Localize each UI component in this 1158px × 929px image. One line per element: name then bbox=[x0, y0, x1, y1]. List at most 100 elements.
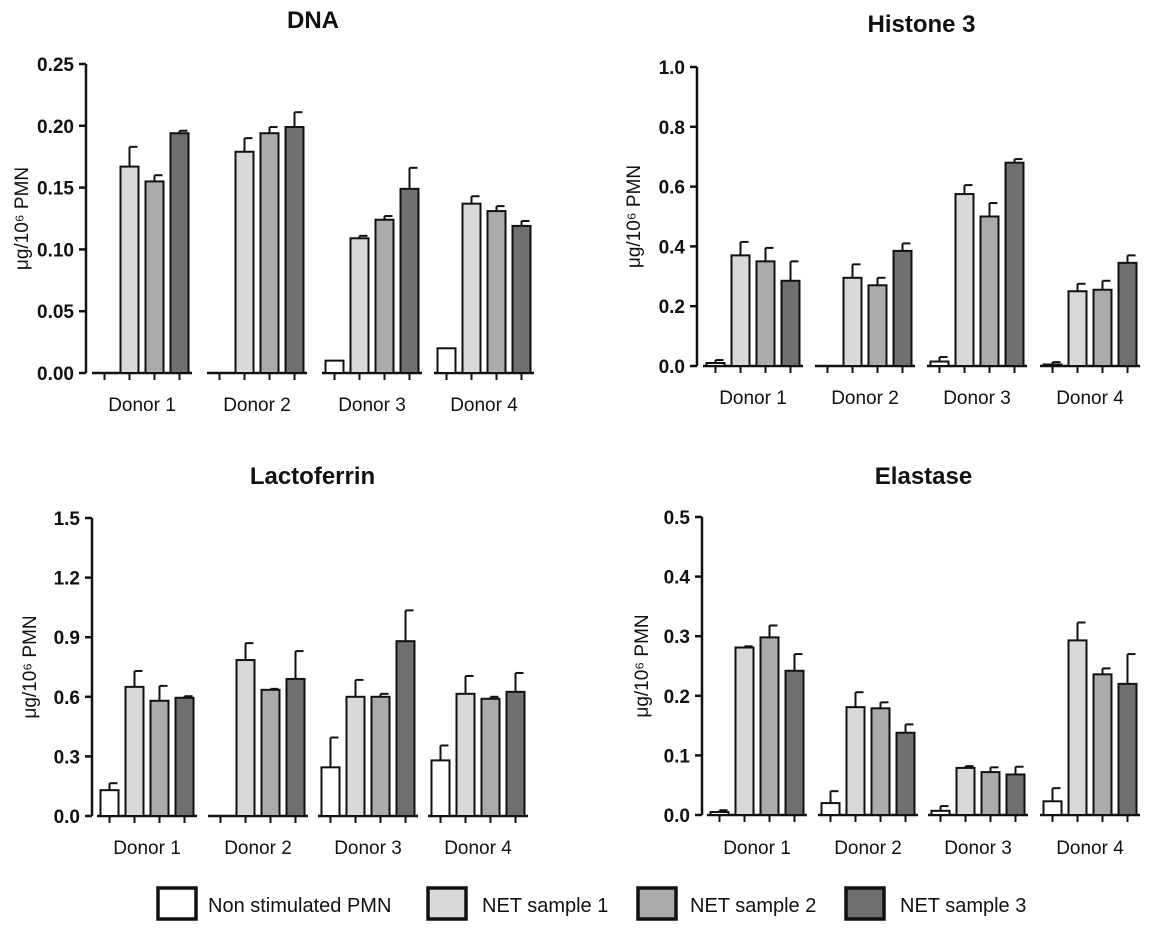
bar-non-stimulated-pmn bbox=[324, 359, 345, 375]
bar-net-sample-1 bbox=[1067, 290, 1088, 367]
y-tick-label: 0.5 bbox=[664, 508, 691, 529]
bar-non-stimulated-pmn bbox=[929, 360, 950, 368]
legend-swatch bbox=[426, 886, 468, 921]
group-donor-4: Donor 4 bbox=[1040, 621, 1140, 859]
bar-net-sample-1 bbox=[954, 193, 975, 367]
legend-label: NET sample 3 bbox=[900, 895, 1026, 917]
bar-net-sample-2 bbox=[867, 284, 888, 367]
y-axis-label: μg/10⁶ PMN bbox=[20, 615, 41, 718]
bar-net-sample-3 bbox=[395, 640, 416, 817]
bar-net-sample-2 bbox=[759, 636, 780, 817]
bar-non-stimulated-pmn bbox=[820, 802, 841, 817]
group-donor-3: Donor 3 bbox=[322, 166, 422, 416]
y-tick-label: 0.6 bbox=[54, 688, 80, 709]
x-category-label: Donor 1 bbox=[113, 838, 181, 859]
group-donor-1: Donor 1 bbox=[92, 129, 192, 416]
bar-net-sample-1 bbox=[842, 276, 863, 368]
legend-label: NET sample 2 bbox=[690, 895, 816, 917]
bar-net-sample-3 bbox=[1005, 773, 1026, 816]
y-axis-label: μg/10⁶ PMN bbox=[624, 165, 645, 268]
bar-non-stimulated-pmn bbox=[930, 809, 951, 817]
legend-swatch bbox=[636, 886, 678, 921]
bar-net-sample-3 bbox=[892, 249, 913, 367]
bar-net-sample-1 bbox=[461, 202, 482, 374]
bar-net-sample-1 bbox=[730, 254, 751, 367]
y-tick-label: 0.0 bbox=[659, 357, 685, 378]
chart-title: Histone 3 bbox=[867, 11, 975, 38]
y-tick-label: 1.5 bbox=[54, 509, 81, 530]
x-category-label: Donor 3 bbox=[943, 388, 1011, 409]
group-donor-4: Donor 4 bbox=[428, 671, 528, 859]
legend-swatch bbox=[844, 886, 886, 921]
bar-non-stimulated-pmn bbox=[705, 362, 726, 368]
bar-net-sample-1 bbox=[349, 237, 370, 374]
group-donor-3: Donor 3 bbox=[927, 158, 1027, 409]
bar-net-sample-2 bbox=[870, 707, 891, 816]
chart-panel-elastase: Elastase μg/10⁶ PMN 0.0 0.1 0.2 0.3 0.4 0.5 Dono… bbox=[632, 463, 1140, 859]
legend-item-net-sample-3: NET sample 3 bbox=[844, 886, 1026, 921]
y-tick-label: 0.4 bbox=[664, 568, 691, 589]
bar-net-sample-2 bbox=[486, 210, 507, 374]
bar-net-sample-2 bbox=[980, 771, 1001, 817]
chart-panels: DNA μg/10⁶ PMN 0.00 0.05 0.10 0.15 0.20 0.25 Don… bbox=[12, 7, 1140, 859]
bar-net-sample-1 bbox=[1067, 639, 1088, 817]
group-donor-3: Donor 3 bbox=[928, 765, 1028, 859]
bar-net-sample-3 bbox=[1117, 682, 1138, 816]
bar-net-sample-3 bbox=[285, 677, 306, 817]
bar-net-sample-3 bbox=[1117, 261, 1138, 367]
x-category-label: Donor 3 bbox=[334, 838, 402, 859]
bar-net-sample-2 bbox=[370, 695, 391, 817]
x-category-label: Donor 4 bbox=[450, 395, 518, 416]
group-donor-4: Donor 4 bbox=[1040, 254, 1140, 409]
x-category-label: Donor 1 bbox=[719, 388, 787, 409]
bar-net-sample-3 bbox=[511, 224, 532, 374]
legend: Non stimulated PMN NET sample 1 NET sample… bbox=[156, 886, 1026, 921]
y-tick-label: 0.25 bbox=[37, 55, 74, 76]
bar-net-sample-3 bbox=[784, 669, 805, 816]
bar-net-sample-1 bbox=[234, 150, 255, 374]
bar-net-sample-3 bbox=[505, 690, 526, 817]
bar-net-sample-2 bbox=[259, 132, 280, 374]
bar-net-sample-3 bbox=[169, 132, 190, 374]
bar-net-sample-3 bbox=[1004, 161, 1025, 367]
group-donor-2: Donor 2 bbox=[815, 242, 915, 409]
bar-net-sample-2 bbox=[144, 180, 165, 374]
group-donor-4: Donor 4 bbox=[434, 195, 534, 416]
bar-net-sample-1 bbox=[734, 646, 755, 816]
y-tick-label: 1.0 bbox=[659, 58, 685, 79]
y-tick-label: 0.4 bbox=[659, 237, 686, 258]
bar-net-sample-2 bbox=[1092, 288, 1113, 368]
y-tick-label: 0.3 bbox=[664, 627, 690, 648]
bar-net-sample-2 bbox=[755, 260, 776, 368]
y-axis-label: μg/10⁶ PMN bbox=[632, 614, 653, 717]
legend-label: Non stimulated PMN bbox=[208, 895, 391, 917]
x-category-label: Donor 4 bbox=[444, 838, 512, 859]
y-tick-label: 0.15 bbox=[37, 179, 74, 200]
bar-net-sample-3 bbox=[284, 126, 305, 375]
group-donor-1: Donor 1 bbox=[97, 669, 197, 859]
y-tick-label: 0.8 bbox=[659, 118, 685, 139]
bar-net-sample-2 bbox=[979, 215, 1000, 367]
y-tick-label: 0.0 bbox=[664, 806, 690, 827]
bar-non-stimulated-pmn bbox=[430, 759, 451, 818]
bar-non-stimulated-pmn bbox=[436, 347, 457, 374]
bar-non-stimulated-pmn bbox=[1042, 363, 1063, 368]
legend-item-non-stimulated-pmn: Non stimulated PMN bbox=[156, 886, 391, 921]
chart-panel-lactoferrin: Lactoferrin μg/10⁶ PMN 0.0 0.3 0.6 0.9 1.2 1.5 D… bbox=[20, 463, 528, 859]
bar-non-stimulated-pmn bbox=[99, 789, 120, 818]
bar-net-sample-2 bbox=[374, 218, 395, 374]
x-category-label: Donor 1 bbox=[108, 395, 176, 416]
bar-non-stimulated-pmn bbox=[320, 766, 341, 817]
y-tick-label: 0.3 bbox=[54, 747, 80, 768]
bar-net-sample-1 bbox=[124, 685, 145, 817]
bar-net-sample-3 bbox=[780, 279, 801, 367]
y-tick-label: 0.10 bbox=[37, 240, 74, 261]
bar-net-sample-3 bbox=[399, 187, 420, 374]
y-axis-label: μg/10⁶ PMN bbox=[12, 167, 33, 270]
y-tick-label: 0.00 bbox=[37, 364, 74, 385]
y-tick-label: 0.9 bbox=[54, 628, 80, 649]
bar-net-sample-2 bbox=[480, 697, 501, 818]
y-tick-label: 0.0 bbox=[54, 807, 80, 828]
x-category-label: Donor 2 bbox=[223, 395, 291, 416]
